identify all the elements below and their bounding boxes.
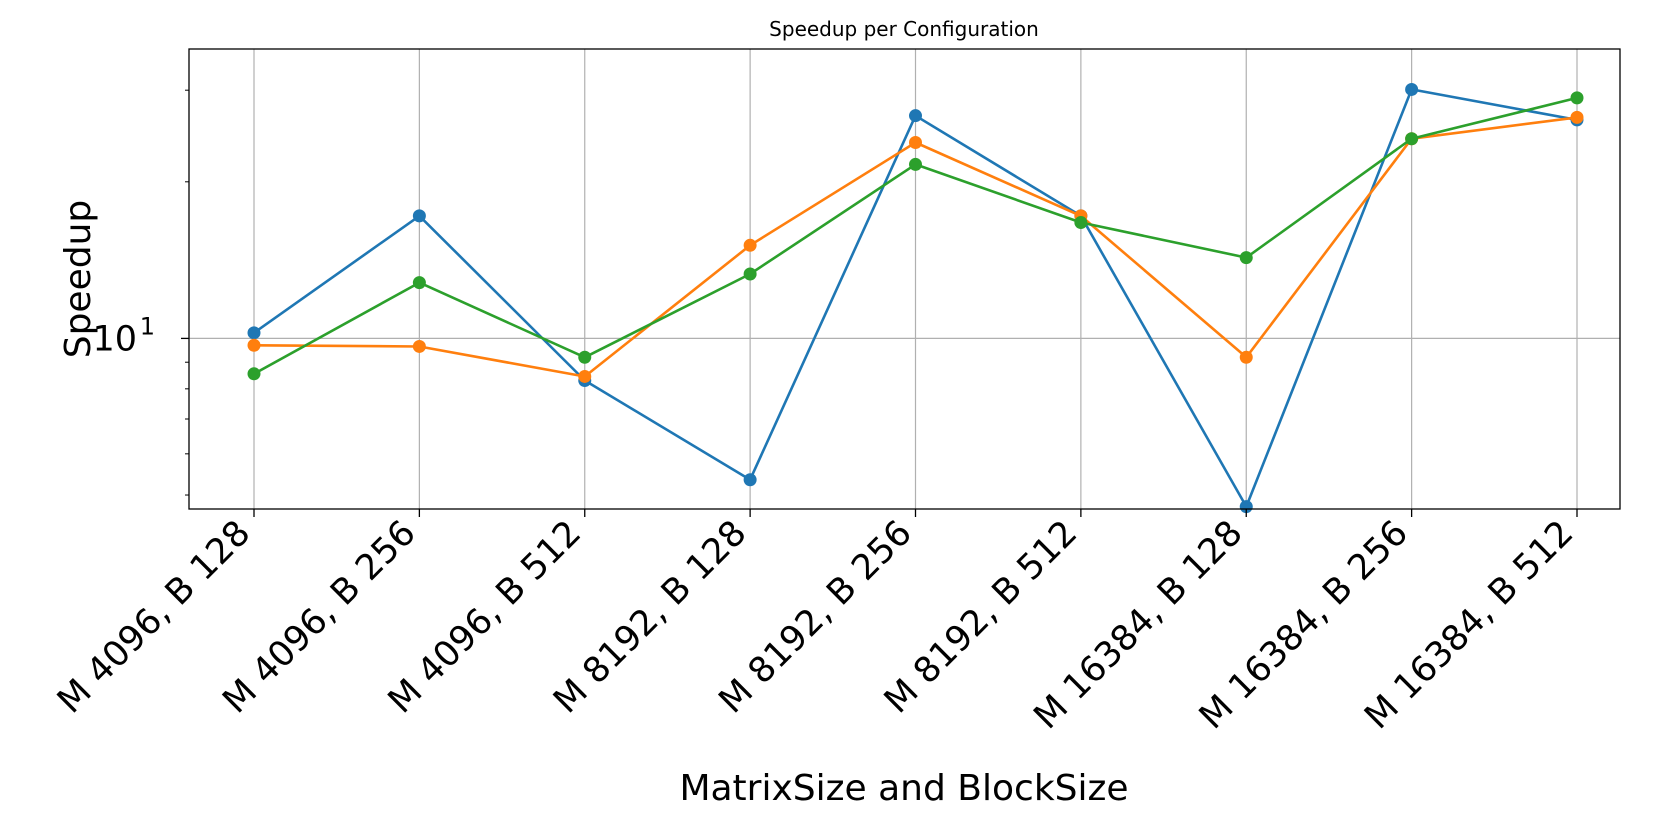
grid-layer [189,49,1620,509]
series-2-point [247,338,261,352]
series-1-point [743,473,757,487]
y-tick-label: 10 [92,319,137,359]
series-3-point [1405,132,1419,146]
series-3-point [743,267,757,281]
series-1-point [412,209,426,223]
series-layer [247,82,1584,514]
series-3-point [412,276,426,290]
series-3-point [578,350,592,364]
chart-title: Speedup per Configuration [769,17,1039,41]
series-1-point [247,326,261,340]
series-2-point [412,339,426,353]
series-3-point [1074,216,1088,230]
y-axis-label: Speedup [58,200,99,359]
series-3-point [247,367,261,381]
series-2-point [743,238,757,252]
series-1-point [1239,500,1253,514]
series-1-point [909,109,922,123]
series-2-point [1239,350,1253,364]
series-1-point [1405,82,1419,96]
y-tick-label-exponent: 1 [140,312,155,340]
series-3-point [1239,251,1253,265]
series-3-point [909,157,922,171]
series-2-point [909,136,922,150]
x-axis-label: MatrixSize and BlockSize [679,768,1128,809]
series-2-point [578,369,592,383]
axes-frame [188,48,1621,510]
series-3-point [1570,91,1584,105]
series-2-point [1570,110,1584,124]
